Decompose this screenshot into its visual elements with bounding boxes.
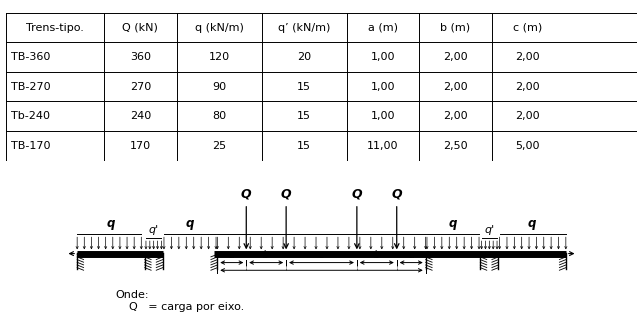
- Text: 120: 120: [208, 52, 230, 62]
- Text: 5,00: 5,00: [516, 141, 540, 151]
- Text: q: q: [186, 217, 194, 230]
- Text: b: b: [374, 250, 380, 260]
- Text: 20: 20: [297, 52, 311, 62]
- Text: 1,00: 1,00: [370, 111, 395, 121]
- Text: 1,00: 1,00: [370, 82, 395, 92]
- Text: q: q: [528, 217, 536, 230]
- Text: 270: 270: [130, 82, 151, 92]
- Text: 15: 15: [297, 111, 311, 121]
- Text: Q (kN): Q (kN): [122, 22, 158, 33]
- Text: TB-360: TB-360: [12, 52, 51, 62]
- Text: 2,50: 2,50: [443, 141, 467, 151]
- Text: 2,00: 2,00: [443, 52, 467, 62]
- Text: b (m): b (m): [440, 22, 471, 33]
- Text: 2,00: 2,00: [516, 52, 540, 62]
- Text: 15: 15: [297, 141, 311, 151]
- Text: Onde:: Onde:: [116, 290, 149, 300]
- Text: 1,00: 1,00: [370, 52, 395, 62]
- Text: q': q': [149, 225, 159, 235]
- Text: Q: Q: [241, 188, 251, 201]
- Text: q: q: [449, 217, 457, 230]
- Text: 170: 170: [130, 141, 151, 151]
- Text: a (m): a (m): [368, 22, 398, 33]
- Text: 240: 240: [130, 111, 151, 121]
- Text: 2,00: 2,00: [443, 82, 467, 92]
- Text: 2,00: 2,00: [516, 82, 540, 92]
- Text: 360: 360: [130, 52, 151, 62]
- Text: 25: 25: [212, 141, 226, 151]
- Text: Q   = carga por eixo.: Q = carga por eixo.: [129, 301, 244, 312]
- Text: 11,00: 11,00: [367, 141, 399, 151]
- Text: 15: 15: [297, 82, 311, 92]
- Text: TB-270: TB-270: [12, 82, 51, 92]
- Text: Q: Q: [352, 188, 362, 201]
- Text: TB-170: TB-170: [12, 141, 51, 151]
- Text: 2,00: 2,00: [516, 111, 540, 121]
- Text: 80: 80: [212, 111, 226, 121]
- Text: q': q': [484, 225, 494, 235]
- Text: b: b: [263, 250, 269, 260]
- Text: c (m): c (m): [513, 22, 543, 33]
- Text: Tb-240: Tb-240: [12, 111, 50, 121]
- Text: a: a: [408, 250, 414, 260]
- Text: Q: Q: [392, 188, 402, 201]
- Text: 2,00: 2,00: [443, 111, 467, 121]
- Text: q’ (kN/m): q’ (kN/m): [278, 22, 331, 33]
- Text: q (kN/m): q (kN/m): [195, 22, 244, 33]
- Text: q: q: [107, 217, 115, 230]
- Text: a: a: [229, 250, 235, 260]
- Text: 90: 90: [212, 82, 226, 92]
- Text: Q: Q: [281, 188, 291, 201]
- Text: c: c: [319, 250, 324, 260]
- Text: Trens-tipo.: Trens-tipo.: [26, 22, 84, 33]
